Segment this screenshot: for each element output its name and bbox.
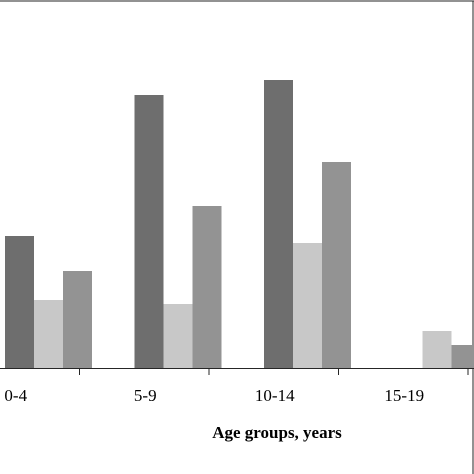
x-tick-label: 0-4 <box>4 386 27 405</box>
bar-0-4-series-1 <box>5 236 34 368</box>
x-tick-label: 5-9 <box>134 386 157 405</box>
bar-10-14-series-3 <box>322 162 351 368</box>
x-axis-title: Age groups, years <box>212 423 342 442</box>
x-tick-label: 15-19 <box>384 386 424 405</box>
bar-5-9-series-1 <box>134 95 164 368</box>
bar-5-9-series-2 <box>163 304 193 368</box>
bar-10-14-series-2 <box>293 243 322 368</box>
bar-10-14-series-1 <box>264 80 293 368</box>
bar-5-9-series-3 <box>192 206 222 368</box>
bar-15-19-series-2 <box>422 331 452 368</box>
bar-15-19-series-3 <box>451 345 474 368</box>
bars-group <box>5 80 474 368</box>
bar-0-4-series-3 <box>63 271 92 368</box>
x-tick-label: 10-14 <box>255 386 295 405</box>
x-axis: 0-4 5-9 10-14 15-19 <box>0 368 474 405</box>
bar-0-4-series-2 <box>34 300 63 368</box>
